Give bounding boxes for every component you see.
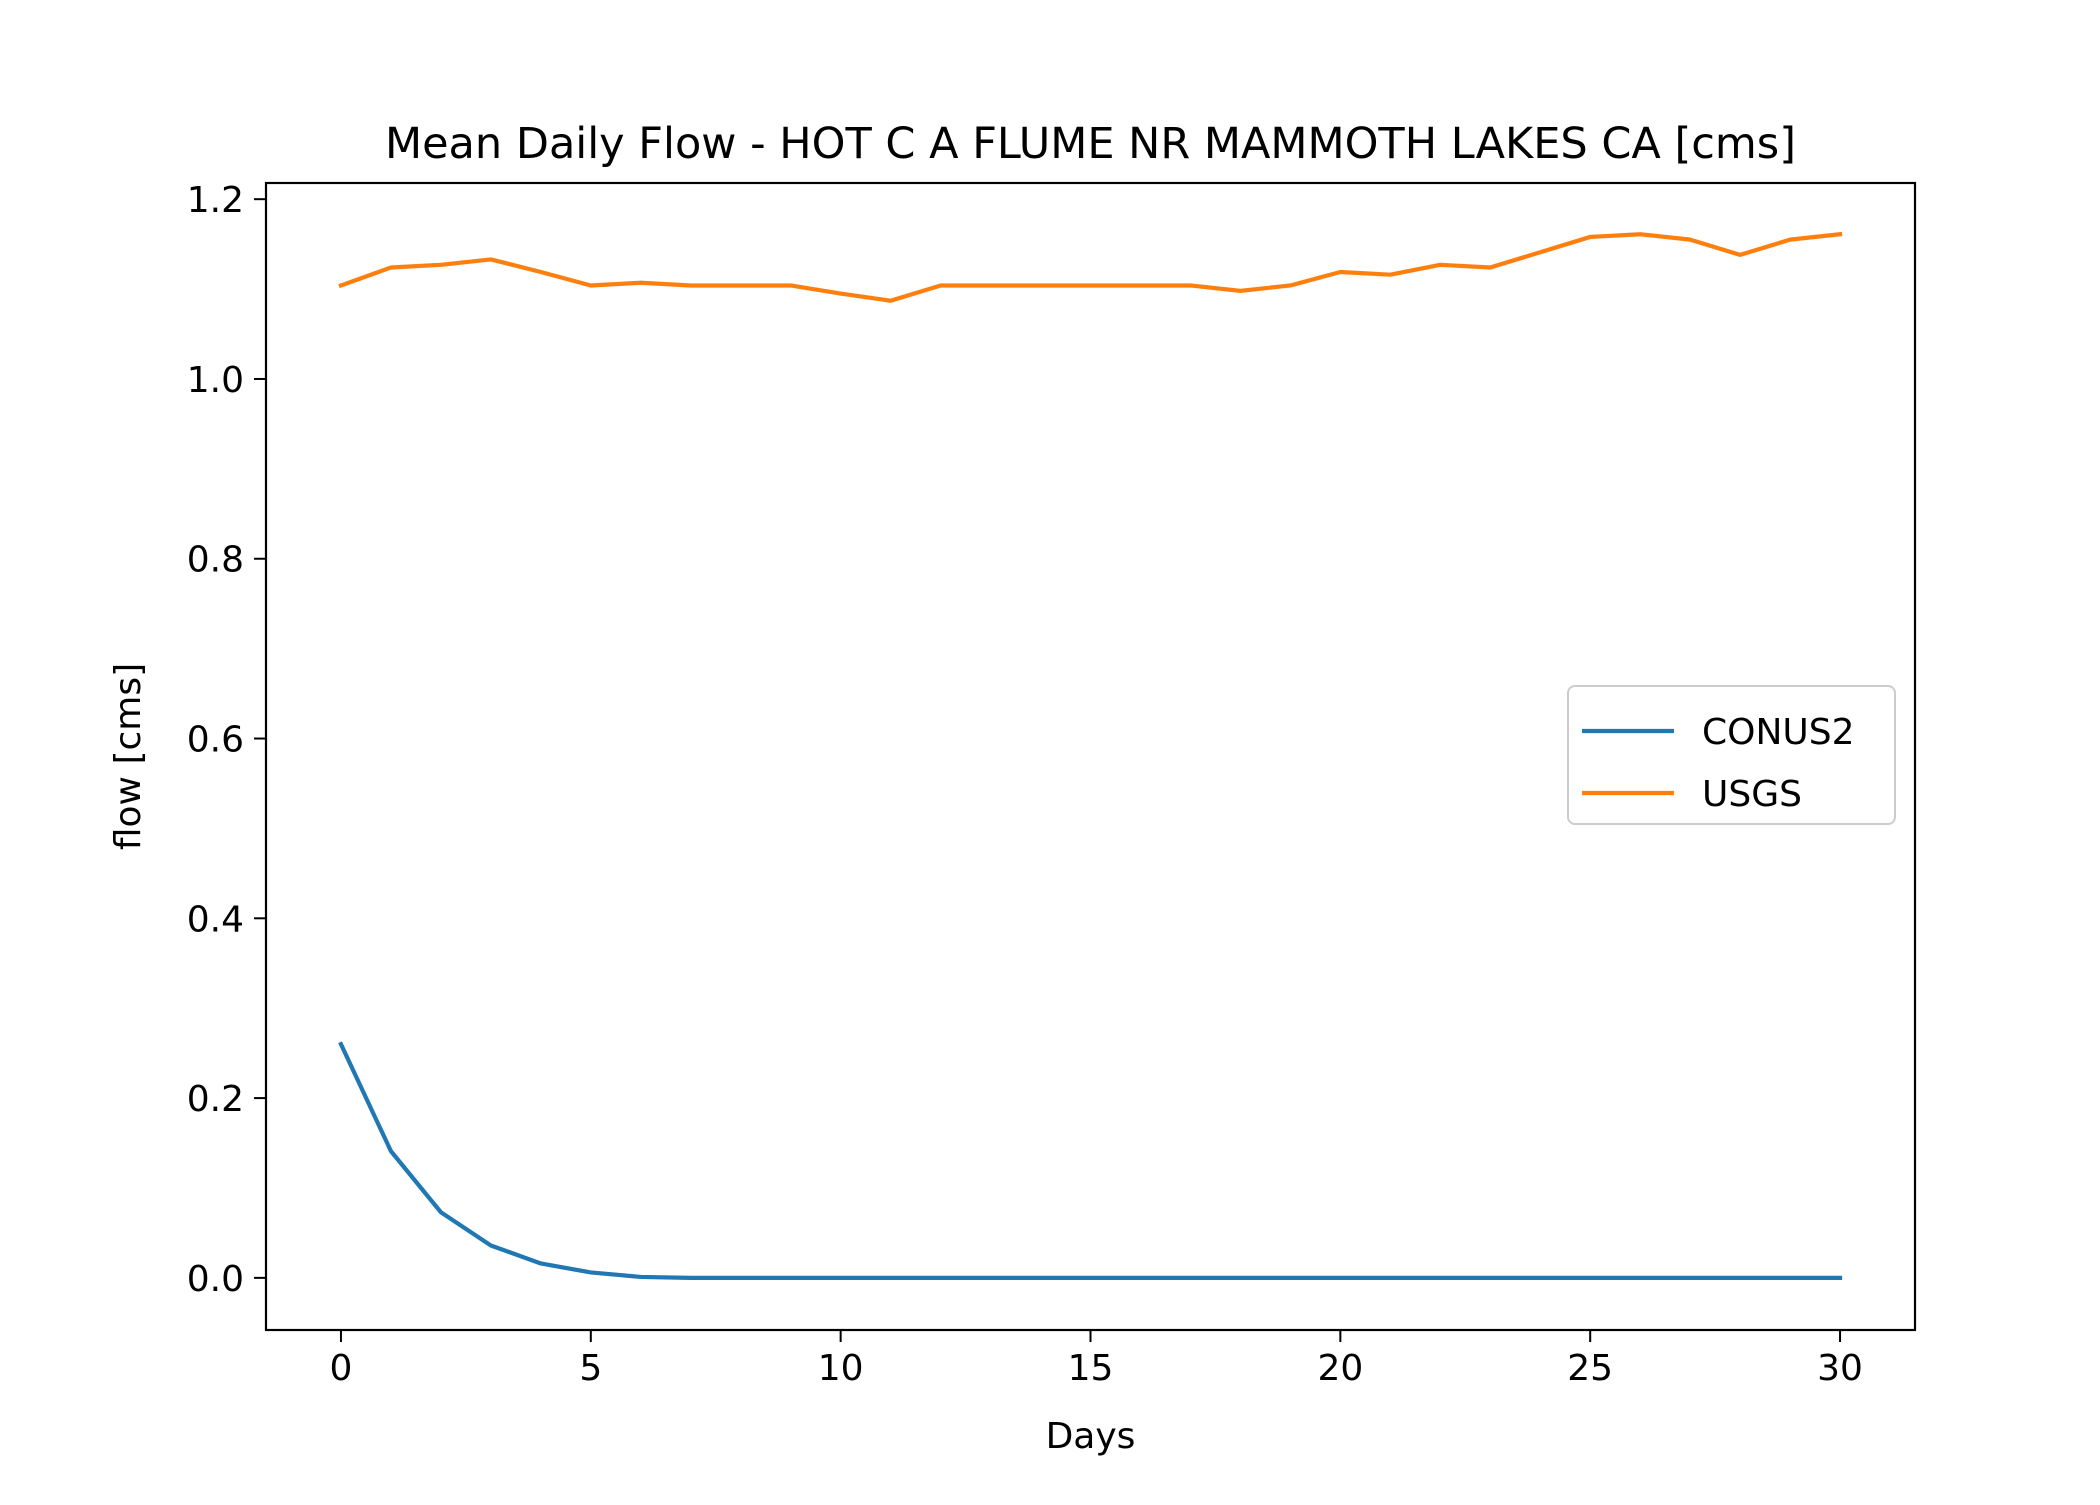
chart-title: Mean Daily Flow - HOT C A FLUME NR MAMMO… xyxy=(385,119,1796,169)
x-tick-label: 0 xyxy=(330,1348,353,1389)
legend-frame xyxy=(1567,685,1896,825)
x-tick-label: 10 xyxy=(818,1348,864,1389)
y-tick-label: 0.0 xyxy=(187,1259,244,1300)
series-line-conus2 xyxy=(338,1041,1843,1280)
legend-label-conus2: CONUS2 xyxy=(1702,712,1855,753)
x-tick-label: 5 xyxy=(579,1348,602,1389)
legend-label-usgs: USGS xyxy=(1702,774,1802,815)
y-tick-label: 0.2 xyxy=(187,1079,244,1120)
plot-area: 0 5 10 15 20 25 30 0.0 0.2 0.4 0.6 0.8 1.0 1.2 xyxy=(187,180,1917,1389)
x-tick-label: 30 xyxy=(1817,1348,1863,1389)
y-tick-label: 0.8 xyxy=(187,540,244,581)
y-tick-label: 0.6 xyxy=(187,720,244,761)
series-line-usgs xyxy=(338,231,1843,303)
y-tick-label: 1.0 xyxy=(187,360,244,401)
x-tick-label: 25 xyxy=(1567,1348,1613,1389)
x-axis-label: Days xyxy=(1046,1416,1136,1457)
y-tick-label: 1.2 xyxy=(187,180,244,221)
legend: CONUS2 USGS xyxy=(1567,685,1896,825)
y-tick-label: 0.4 xyxy=(187,899,244,940)
x-tick-label: 15 xyxy=(1068,1348,1114,1389)
x-tick-label: 20 xyxy=(1317,1348,1363,1389)
y-axis-label: flow [cms] xyxy=(108,663,149,850)
